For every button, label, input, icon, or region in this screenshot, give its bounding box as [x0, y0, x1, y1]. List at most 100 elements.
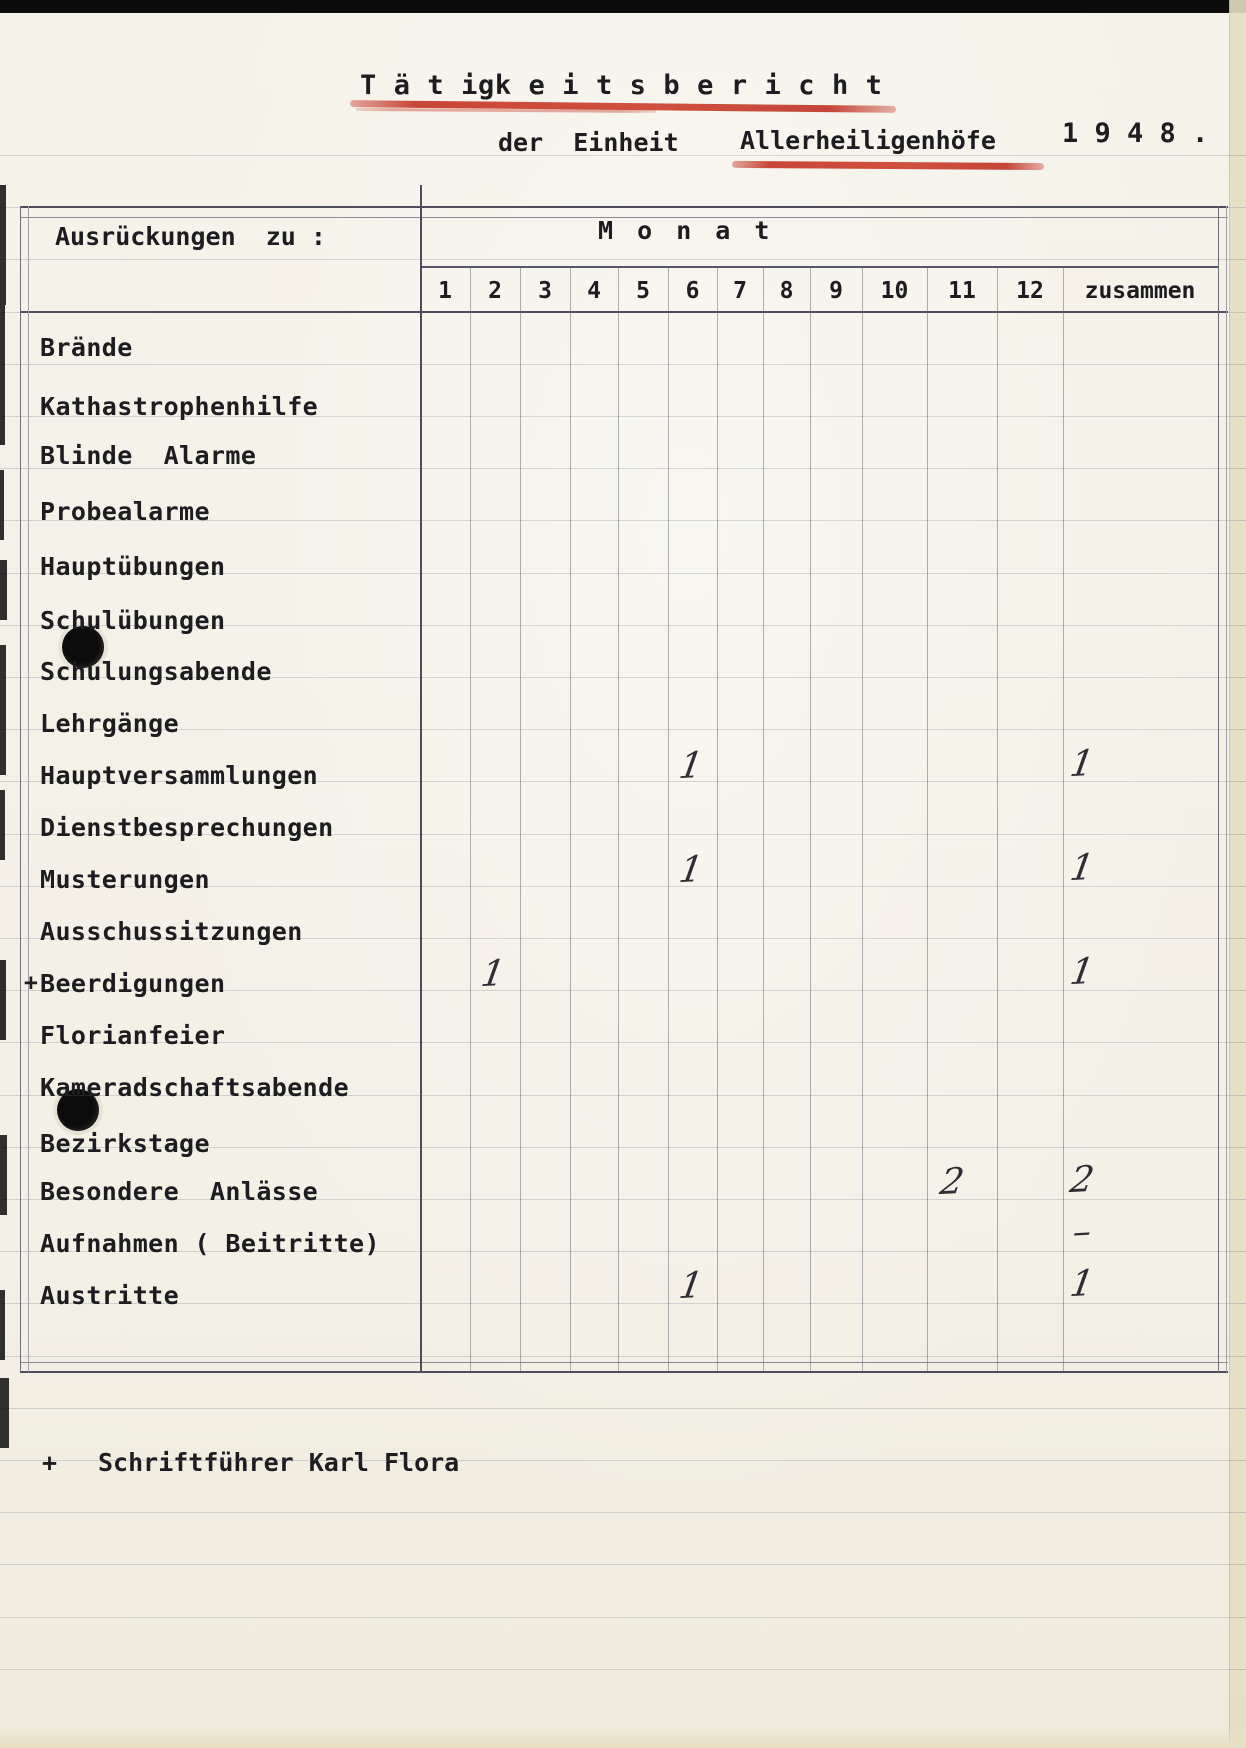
table-row-label: Kathastrophenhilfe	[40, 392, 319, 421]
handwritten-month-value: 1	[478, 952, 508, 996]
table-vertical-line	[28, 206, 29, 1372]
handwritten-total-value: –	[1069, 1211, 1095, 1253]
table-horizontal-line	[20, 1371, 1228, 1373]
paper-rule-line	[0, 1094, 1246, 1096]
month-column-header: 12	[1016, 278, 1044, 304]
scan-left-edge-mark	[0, 305, 5, 445]
handwritten-total-value: 1	[1067, 846, 1097, 890]
paper-rule-line	[0, 363, 1246, 365]
paper-rule-line	[0, 1564, 1246, 1566]
table-horizontal-line	[20, 217, 1228, 218]
month-column-line	[1063, 266, 1064, 1371]
month-column-line	[618, 266, 619, 1371]
table-row-label: Hauptversammlungen	[40, 761, 319, 790]
scan-right-edge	[1229, 0, 1246, 1748]
month-column-header: 1	[438, 278, 452, 304]
month-column-line	[763, 266, 764, 1371]
subtitle-unit-name: Allerheiligenhöfe	[740, 126, 996, 155]
paper-rule-line	[0, 781, 1246, 783]
table-row-label: Besondere Anlässe	[40, 1177, 319, 1206]
month-column-line	[927, 266, 928, 1371]
table-horizontal-line	[20, 311, 1228, 313]
page-title: T ä t igk e i t s b e r i c h t	[360, 70, 883, 101]
table-row-label: Ausschussitzungen	[40, 917, 303, 946]
handwritten-month-value: 1	[675, 848, 706, 892]
month-column-header: 4	[587, 278, 601, 304]
subtitle-year: 1 9 4 8 .	[1062, 118, 1209, 149]
footer-signature-text: Schriftführer Karl Flora	[98, 1448, 460, 1477]
table-horizontal-line	[420, 266, 1218, 268]
unit-red-underline	[731, 160, 1045, 171]
scan-left-edge-mark	[0, 1290, 5, 1360]
table-vertical-line	[20, 206, 21, 1372]
table-vertical-line	[420, 185, 422, 1372]
month-column-line	[862, 266, 863, 1371]
scan-top-edge	[0, 0, 1246, 13]
table-row-label: Probealarme	[40, 497, 210, 526]
table-row-prefix: +	[24, 970, 38, 996]
month-column-line	[997, 266, 998, 1371]
handwritten-total-value: 1	[1067, 1262, 1097, 1306]
paper-rule-line	[0, 259, 1246, 261]
handwritten-month-value: 2	[937, 1160, 967, 1204]
paper-rule-line	[0, 1303, 1246, 1305]
paper-rule-line	[0, 1251, 1246, 1253]
table-row-label: Dienstbesprechungen	[40, 813, 334, 842]
paper-rule-line	[0, 833, 1246, 835]
paper-rule-line	[0, 572, 1246, 574]
paper-rule-line	[0, 1668, 1246, 1670]
table-row-label: Florianfeier	[40, 1021, 226, 1050]
month-column-line	[570, 266, 571, 1371]
paper-rule-line	[0, 520, 1246, 522]
month-column-line	[520, 266, 521, 1371]
hole-punch-top	[62, 626, 104, 668]
scan-left-edge-mark	[0, 645, 6, 775]
table-row-label: Musterungen	[40, 865, 210, 894]
table-row-label: Lehrgänge	[40, 709, 180, 738]
handwritten-total-value: 1	[1067, 742, 1097, 786]
table-row-label: Blinde Alarme	[40, 441, 257, 470]
paper-rule-line	[0, 1460, 1246, 1461]
handwritten-total-value: 2	[1067, 1158, 1097, 1202]
handwritten-total-value: 1	[1067, 950, 1097, 994]
table-row-label: Aufnahmen ( Beitritte)	[40, 1229, 380, 1258]
paper-rule-line	[0, 1146, 1246, 1148]
table-corner-header: Ausrückungen zu :	[55, 222, 326, 251]
table-row-label: Bezirkstage	[40, 1129, 210, 1158]
month-column-header: 6	[685, 278, 700, 304]
table-horizontal-line	[20, 206, 1228, 208]
paper-rule-line	[0, 468, 1246, 470]
paper-rule-line	[0, 938, 1246, 939]
month-column-line	[668, 266, 669, 1371]
scan-left-edge-mark	[0, 560, 7, 620]
table-row-label: Austritte	[40, 1281, 180, 1310]
table-total-column-header: zusammen	[1084, 278, 1196, 304]
table-row-label: Kameradschaftsabende	[40, 1073, 350, 1102]
scan-left-edge-mark	[0, 960, 6, 1040]
table-horizontal-line	[20, 1362, 1228, 1363]
paper-rule-line	[0, 885, 1246, 887]
table-row-label: Brände	[40, 333, 133, 362]
paper-rule-line	[0, 624, 1246, 626]
month-column-header: 3	[538, 278, 552, 304]
month-column-line	[470, 266, 471, 1371]
scan-left-edge-mark	[0, 1378, 9, 1448]
month-column-line	[717, 266, 718, 1371]
scan-left-edge-mark	[0, 790, 5, 860]
table-row-label: Beerdigungen	[40, 969, 226, 998]
scan-bottom-edge	[0, 1728, 1246, 1748]
month-column-line	[810, 266, 811, 1371]
handwritten-month-value: 1	[675, 1264, 706, 1308]
paper-rule-line	[0, 155, 1246, 156]
paper-rule-line	[0, 1407, 1246, 1409]
subtitle-prefix: der Einheit	[498, 128, 679, 157]
scan-left-edge-mark	[0, 1135, 7, 1215]
paper-rule-line	[0, 1512, 1246, 1514]
month-column-header: 11	[948, 278, 976, 304]
table-vertical-line	[1226, 206, 1227, 1372]
month-column-header: 8	[779, 278, 794, 304]
paper-rule-line	[0, 729, 1246, 731]
month-column-header: 7	[733, 278, 747, 304]
paper-rule-line	[0, 416, 1246, 417]
footer-marker: +	[42, 1448, 58, 1477]
